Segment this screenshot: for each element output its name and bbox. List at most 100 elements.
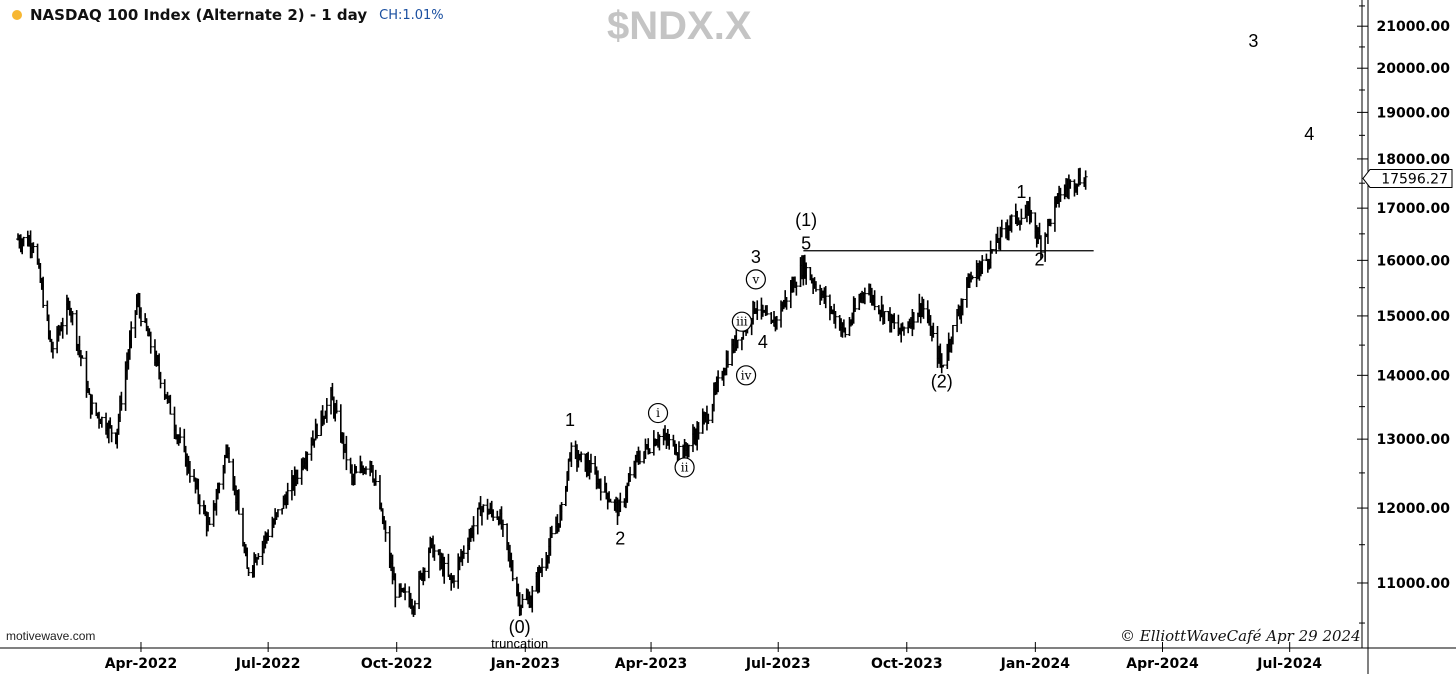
ohlc-bar xyxy=(354,466,359,474)
x-tick: Apr-2024 xyxy=(1126,642,1199,672)
y-tick: 21000.00 xyxy=(1357,19,1450,35)
svg-text:17596.27: 17596.27 xyxy=(1381,171,1448,187)
ohlc-bar xyxy=(647,448,652,455)
ohlc-bar xyxy=(579,451,584,463)
ohlc-bar xyxy=(706,413,711,425)
ohlc-bar xyxy=(559,502,564,521)
ohlc-bar xyxy=(90,394,95,415)
wave-label-circled: iv xyxy=(735,365,757,386)
svg-text:17000.00: 17000.00 xyxy=(1376,201,1450,217)
ohlc-bar xyxy=(324,398,329,423)
ohlc-bar xyxy=(549,525,554,539)
x-tick: Jul-2023 xyxy=(745,642,811,672)
svg-text:iii: iii xyxy=(736,315,748,329)
ohlc-bar xyxy=(676,441,681,460)
ohlc-bar xyxy=(373,469,378,486)
wave-label: 4 xyxy=(758,332,768,352)
svg-text:15000.00: 15000.00 xyxy=(1376,309,1450,325)
ohlc-bar xyxy=(804,262,809,285)
svg-text:ii: ii xyxy=(681,460,689,474)
y-tick: 16000.00 xyxy=(1357,253,1450,269)
wave-label: (1) xyxy=(795,210,817,230)
svg-text:11000.00: 11000.00 xyxy=(1376,576,1450,592)
x-tick: Jan-2023 xyxy=(490,642,560,672)
ohlc-bar xyxy=(950,324,955,345)
ohlc-bar xyxy=(813,281,818,292)
wave-label: truncation xyxy=(491,636,548,651)
ohlc-bar xyxy=(510,560,515,582)
svg-text:Jul-2024: Jul-2024 xyxy=(1256,656,1322,672)
ohlc-bar xyxy=(735,339,740,349)
ohlc-bar xyxy=(129,321,134,349)
y-tick: 17000.00 xyxy=(1357,201,1450,217)
ohlc-bar xyxy=(461,545,466,559)
ohlc-bar xyxy=(1009,214,1014,233)
ohlc-bar xyxy=(148,331,153,354)
ohlc-bar xyxy=(530,585,535,613)
ohlc-bar xyxy=(481,504,486,513)
svg-text:iv: iv xyxy=(741,368,752,382)
ohlc-bar xyxy=(696,422,701,440)
wave-label: 4 xyxy=(1304,124,1314,144)
ohlc-bar xyxy=(275,509,280,518)
last-price-tag: 17596.27 xyxy=(1362,168,1453,188)
chart-title: NASDAQ 100 Index (Alternate 2) - 1 day xyxy=(30,6,368,24)
ohlc-bar xyxy=(50,341,55,359)
ohlc-bar xyxy=(422,567,427,582)
ohlc-bar xyxy=(686,444,691,458)
ohlc-bar xyxy=(774,315,779,330)
ohlc-bar xyxy=(344,435,349,471)
ohlc-bar xyxy=(236,489,241,515)
ohlc-bar xyxy=(784,296,789,310)
x-tick: Jul-2024 xyxy=(1256,642,1322,672)
y-tick: 11000.00 xyxy=(1357,576,1450,592)
ohlc-bar xyxy=(921,298,926,319)
ohlc-bar xyxy=(442,556,447,584)
ohlc-bar xyxy=(70,311,75,326)
ohlc-bar xyxy=(471,516,476,542)
ohlc-bar xyxy=(765,305,770,316)
ohlc-bar xyxy=(618,492,623,513)
ohlc-bar xyxy=(901,326,906,336)
ohlc-bar xyxy=(227,447,232,463)
svg-text:20000.00: 20000.00 xyxy=(1376,61,1450,77)
symbol-watermark: $NDX.X xyxy=(607,4,752,48)
wave-label: 2 xyxy=(615,529,625,549)
svg-text:Apr-2022: Apr-2022 xyxy=(105,656,178,672)
ohlc-bar xyxy=(178,427,183,444)
ohlc-bar xyxy=(755,300,760,320)
wave-label: 5 xyxy=(801,234,811,254)
ohlc-bar xyxy=(823,286,828,309)
brand-label: motivewave.com xyxy=(6,629,96,643)
svg-text:Apr-2024: Apr-2024 xyxy=(1126,656,1199,672)
x-tick: Oct-2023 xyxy=(871,642,943,672)
svg-text:v: v xyxy=(751,272,759,286)
svg-text:Jul-2023: Jul-2023 xyxy=(745,656,811,672)
wave-label: (0) xyxy=(509,617,531,637)
x-tick: Oct-2022 xyxy=(361,642,433,672)
x-tick: Apr-2022 xyxy=(105,642,178,672)
ohlc-bar xyxy=(412,600,417,615)
wave-label-circled: ii xyxy=(674,457,695,478)
ohlc-bar xyxy=(432,544,437,561)
ohlc-bar xyxy=(21,236,26,247)
wave-label: 1 xyxy=(1016,182,1026,202)
wave-label: 1 xyxy=(565,410,575,430)
svg-text:21000.00: 21000.00 xyxy=(1376,19,1450,35)
ohlc-bar xyxy=(217,482,222,494)
ohlc-bar xyxy=(207,517,212,526)
ohlc-bar xyxy=(1078,167,1083,186)
ohlc-bar xyxy=(500,519,505,537)
ohlc-bar xyxy=(109,425,114,443)
ohlc-bar xyxy=(60,317,65,339)
svg-text:i: i xyxy=(656,406,660,420)
wave-label: 3 xyxy=(751,247,761,267)
ohlc-bar xyxy=(882,311,887,324)
ohlc-bar xyxy=(158,371,163,389)
ohlc-bar xyxy=(999,219,1004,238)
ohlc-bar xyxy=(280,508,285,515)
wave-label-circled: i xyxy=(647,402,669,424)
